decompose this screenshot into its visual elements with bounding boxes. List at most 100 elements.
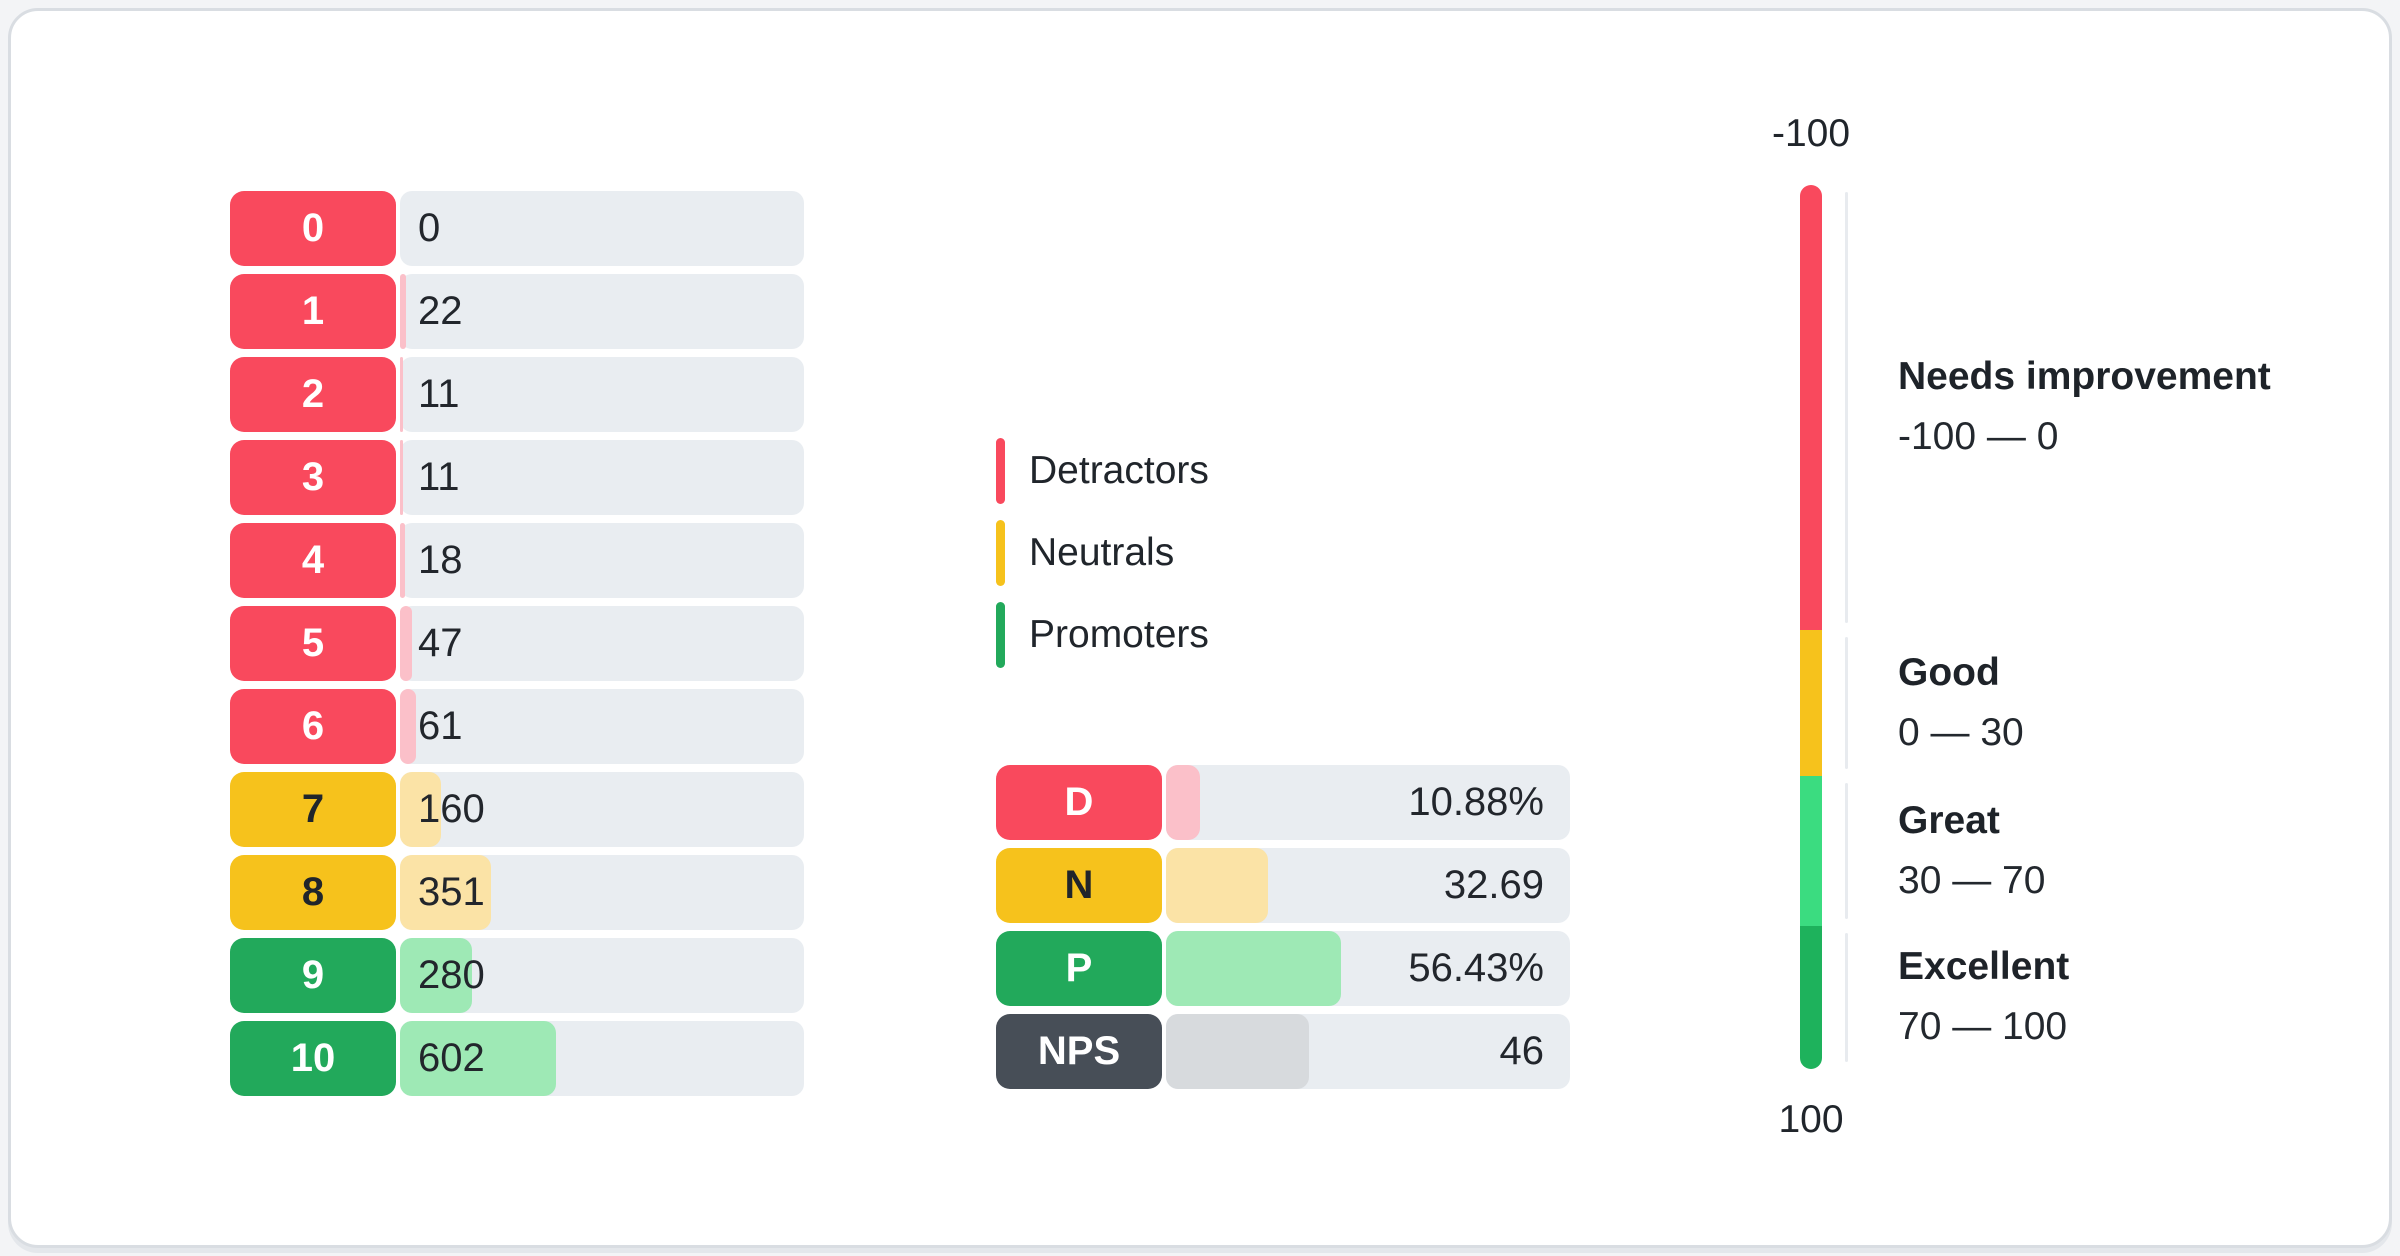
score-badge: 0 xyxy=(230,191,396,266)
summary-badge: N xyxy=(996,848,1162,923)
summary-bar-fill xyxy=(1166,1014,1309,1089)
score-bar-track: 22 xyxy=(400,274,804,349)
score-bar-track: 11 xyxy=(400,357,804,432)
score-bar-track: 47 xyxy=(400,606,804,681)
legend: Detractors Neutrals Promoters xyxy=(996,438,1209,684)
score-distribution-chart: 0 0 1 22 2 11 3 11 4 18 5 47 xyxy=(230,191,804,1104)
summary-value: 10.88% xyxy=(1408,780,1544,824)
gauge-zone-label: Great 30 — 70 xyxy=(1898,799,2045,903)
summary-value: 46 xyxy=(1499,1029,1545,1073)
score-bar-fill xyxy=(400,440,403,515)
summary-bar-track: 56.43% xyxy=(1166,931,1570,1006)
score-row[interactable]: 2 11 xyxy=(230,357,804,432)
gauge-axis-line xyxy=(1845,932,1848,1062)
gauge-zone-label: Good 0 — 30 xyxy=(1898,651,2024,755)
zone-range: 0 — 30 xyxy=(1898,710,2024,754)
score-bar-track: 61 xyxy=(400,689,804,764)
score-badge: 3 xyxy=(230,440,396,515)
score-row[interactable]: 0 0 xyxy=(230,191,804,266)
score-row[interactable]: 9 280 xyxy=(230,938,804,1013)
legend-swatch-icon xyxy=(996,602,1005,668)
score-value: 351 xyxy=(418,870,485,914)
score-bar-track: 18 xyxy=(400,523,804,598)
score-row[interactable]: 3 11 xyxy=(230,440,804,515)
summary-bar-fill xyxy=(1166,848,1268,923)
gauge-segment xyxy=(1800,185,1822,630)
summary-row[interactable]: D 10.88% xyxy=(996,765,1570,840)
legend-swatch-icon xyxy=(996,520,1005,586)
gauge-axis-line xyxy=(1845,192,1848,623)
score-badge: 7 xyxy=(230,772,396,847)
score-value: 47 xyxy=(418,621,463,665)
score-bar-fill xyxy=(400,357,403,432)
summary-row[interactable]: P 56.43% xyxy=(996,931,1570,1006)
score-bar-fill xyxy=(400,689,416,764)
score-bar-fill xyxy=(400,606,413,681)
score-row[interactable]: 10 602 xyxy=(230,1021,804,1096)
gauge-axis-line xyxy=(1845,782,1848,919)
score-row[interactable]: 8 351 xyxy=(230,855,804,930)
score-bar-track: 280 xyxy=(400,938,804,1013)
score-badge: 5 xyxy=(230,606,396,681)
summary-row[interactable]: N 32.69 xyxy=(996,848,1570,923)
gauge-bar[interactable] xyxy=(1800,185,1822,1069)
zone-title: Needs improvement xyxy=(1898,355,2271,399)
score-bar-track: 0 xyxy=(400,191,804,266)
summary-badge: P xyxy=(996,931,1162,1006)
score-row[interactable]: 4 18 xyxy=(230,523,804,598)
score-badge: 6 xyxy=(230,689,396,764)
score-value: 18 xyxy=(418,538,463,582)
legend-item[interactable]: Promoters xyxy=(996,602,1209,668)
score-value: 61 xyxy=(418,704,463,748)
score-bar-track: 160 xyxy=(400,772,804,847)
summary-bar-track: 10.88% xyxy=(1166,765,1570,840)
summary-value: 32.69 xyxy=(1443,863,1544,907)
score-value: 22 xyxy=(418,289,463,333)
score-badge: 10 xyxy=(230,1021,396,1096)
summary-bar-track: 46 xyxy=(1166,1014,1570,1089)
zone-title: Excellent xyxy=(1898,945,2070,989)
score-value: 11 xyxy=(418,455,460,499)
gauge-top-label: -100 xyxy=(1771,112,1851,155)
score-bar-track: 11 xyxy=(400,440,804,515)
score-bar-fill xyxy=(400,938,473,1013)
gauge-zone-label: Excellent 70 — 100 xyxy=(1898,945,2069,1049)
zone-range: -100 — 0 xyxy=(1898,415,2059,459)
gauge-segment xyxy=(1800,775,1822,926)
score-bar-fill xyxy=(400,1021,556,1096)
summary-bar-track: 32.69 xyxy=(1166,848,1570,923)
score-value: 602 xyxy=(418,1036,485,1080)
summary-badge: NPS xyxy=(996,1014,1162,1089)
zone-title: Great xyxy=(1898,798,2000,842)
score-bar-fill xyxy=(400,772,442,847)
legend-label: Detractors xyxy=(1029,449,1209,492)
score-bar-track: 602 xyxy=(400,1021,804,1096)
summary-value: 56.43% xyxy=(1408,946,1544,990)
score-value: 160 xyxy=(418,787,485,831)
zone-range: 30 — 70 xyxy=(1898,858,2046,902)
gauge-segment xyxy=(1800,629,1822,776)
score-bar-fill xyxy=(400,855,491,930)
score-bar-track: 351 xyxy=(400,855,804,930)
gauge-axis-line xyxy=(1845,636,1848,769)
nps-summary-chart: D 10.88% N 32.69 P 56.43% NPS 46 xyxy=(996,765,1570,1097)
score-value: 280 xyxy=(418,953,485,997)
score-row[interactable]: 6 61 xyxy=(230,689,804,764)
score-row[interactable]: 5 47 xyxy=(230,606,804,681)
gauge-segment xyxy=(1800,925,1822,1069)
score-badge: 9 xyxy=(230,938,396,1013)
score-badge: 2 xyxy=(230,357,396,432)
summary-bar-fill xyxy=(1166,931,1342,1006)
legend-item[interactable]: Neutrals xyxy=(996,520,1209,586)
legend-item[interactable]: Detractors xyxy=(996,438,1209,504)
zone-range: 70 — 100 xyxy=(1898,1005,2068,1049)
score-value: 11 xyxy=(418,372,460,416)
summary-row[interactable]: NPS 46 xyxy=(996,1014,1570,1089)
score-badge: 8 xyxy=(230,855,396,930)
score-row[interactable]: 1 22 xyxy=(230,274,804,349)
legend-label: Neutrals xyxy=(1029,531,1175,574)
score-row[interactable]: 7 160 xyxy=(230,772,804,847)
score-badge: 4 xyxy=(230,523,396,598)
score-value: 0 xyxy=(418,206,441,250)
